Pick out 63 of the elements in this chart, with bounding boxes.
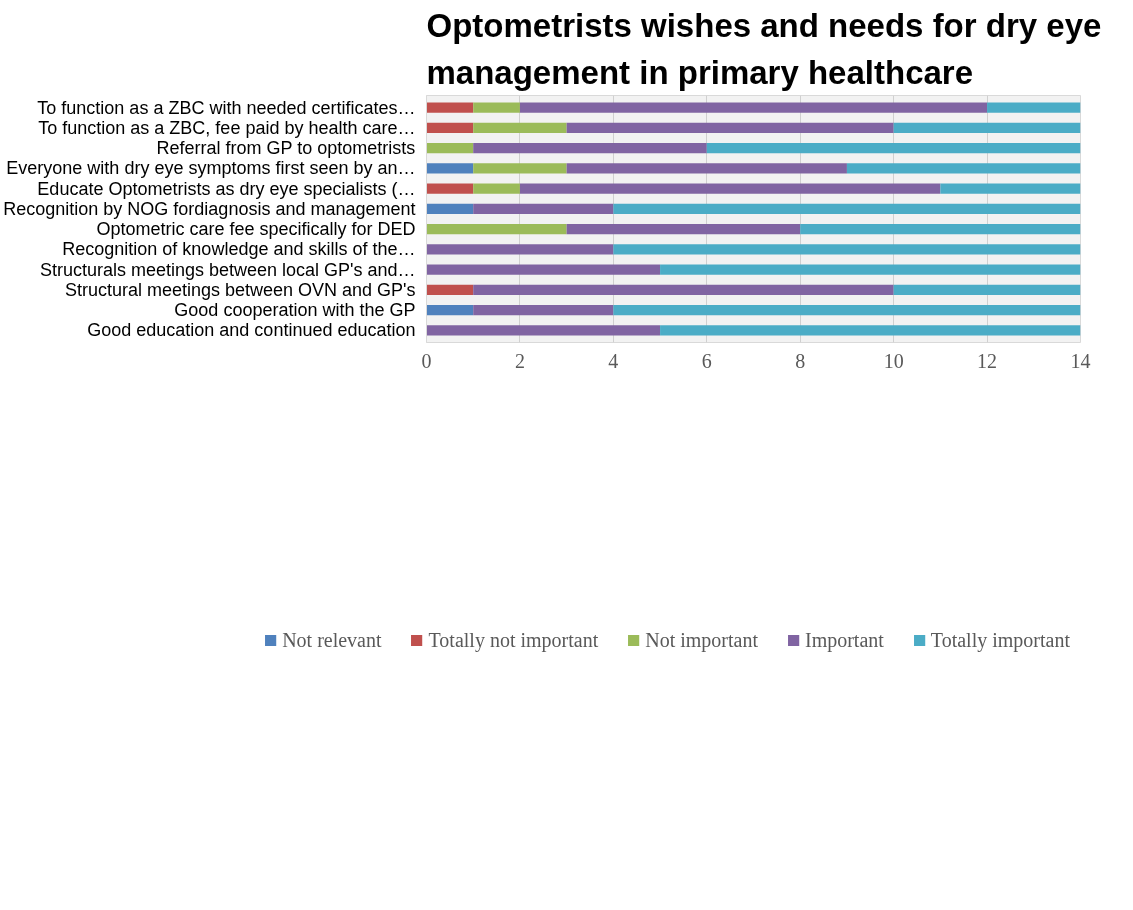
bar [519, 102, 988, 113]
bar [473, 284, 894, 295]
bar [893, 122, 1081, 133]
bar [473, 163, 567, 174]
bar [519, 183, 941, 194]
bar [846, 163, 1081, 174]
bar [566, 224, 801, 235]
bar [940, 183, 1081, 194]
x-tick-label: 2 [514, 349, 525, 372]
y-tick-label: Referral from GP to optometrists [156, 138, 416, 159]
bar [893, 284, 1081, 295]
bar [473, 143, 707, 154]
chart-title: Optometrists wishes and needs for dry eye management in primary healthcare [426, 7, 1102, 91]
y-tick-label: To function as a ZBC, fee paid by health care… [38, 117, 416, 138]
x-tick-label: 14 [1070, 349, 1091, 372]
y-tick-label: To function as a ZBC with needed certificates… [37, 97, 416, 118]
y-tick-label: Recognition of knowledge and skills of the… [62, 239, 416, 260]
legend-label: Totally important [930, 628, 1070, 652]
legend-label: Not important [645, 628, 758, 652]
x-tick-label: 8 [795, 349, 806, 372]
bar [426, 325, 661, 336]
bar [426, 224, 567, 235]
bar [473, 305, 614, 316]
bar [473, 102, 520, 113]
bar [660, 325, 1081, 336]
bar [426, 203, 474, 214]
bar [800, 224, 1081, 235]
bar [706, 143, 1081, 154]
bar [426, 102, 474, 113]
legend-label: Totally not important [428, 628, 599, 652]
bar [473, 203, 614, 214]
bar [426, 305, 474, 316]
bar [426, 183, 474, 194]
y-tick-label: Optometric care fee specifically for DED [96, 219, 416, 240]
bar [566, 122, 894, 133]
bar [613, 305, 1081, 316]
bar [613, 203, 1081, 214]
x-tick-label: 10 [883, 349, 904, 372]
y-tick-label: Structurals meetings between local GP's and… [39, 259, 416, 280]
bar [660, 264, 1081, 275]
bar [566, 163, 847, 174]
bar [613, 244, 1081, 255]
bar [987, 102, 1081, 113]
bar [426, 244, 614, 255]
bar [473, 122, 567, 133]
bar [426, 143, 474, 154]
y-tick-label: Structural meetings between OVN and GP's [64, 279, 416, 300]
x-tick-label: 6 [701, 349, 712, 372]
y-tick-label: Educate Optometrists as dry eye specialists (… [37, 178, 416, 199]
y-tick-label: Everyone with dry eye symptoms first seen by an… [6, 158, 416, 179]
y-tick-label: Good cooperation with the GP [174, 300, 416, 321]
bar [426, 264, 661, 275]
legend-label: Important [804, 628, 884, 652]
x-tick-label: 12 [977, 349, 998, 372]
bar [426, 122, 474, 133]
x-tick-label: 4 [608, 349, 619, 372]
y-tick-label: Good education and continued education [87, 320, 416, 341]
y-tick-label: Recognition by NOG fordiagnosis and management [3, 198, 416, 219]
x-tick-label: 0 [421, 349, 432, 372]
bar [426, 163, 474, 174]
bar [426, 284, 474, 295]
legend-label: Not relevant [282, 628, 382, 652]
bar [473, 183, 520, 194]
